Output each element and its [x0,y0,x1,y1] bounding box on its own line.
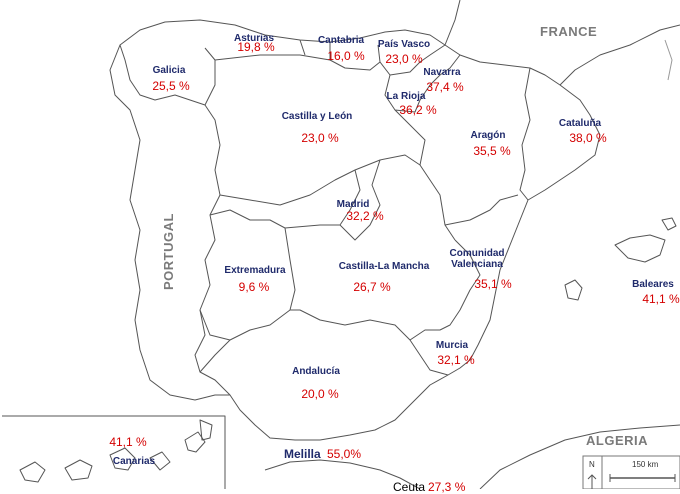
region-name-melilla: Melilla [284,447,321,461]
region-name-madrid: Madrid [336,199,370,210]
region-value-andalucia: 20,0 % [301,387,339,401]
region-name-aragon: Aragón [470,130,506,141]
region-name-murcia: Murcia [435,340,469,351]
region-value-cataluna: 38,0 % [569,131,607,145]
region-name-la-rioja: La Rioja [386,91,426,102]
region-value-extremadura: 9,6 % [238,280,270,294]
region-name-navarra: Navarra [423,67,461,78]
region-name-canarias: Canarias [112,456,156,467]
label-france: FRANCE [540,24,598,39]
region-value-cantabria: 16,0 % [327,49,365,63]
region-value-pais-vasco: 23,0 % [385,52,423,66]
region-name-galicia: Galicia [152,65,186,76]
region-name-baleares: Baleares [632,279,674,290]
region-value-castilla-la-mancha: 26,7 % [353,280,391,294]
region-value-navarra: 37,4 % [426,80,464,94]
region-value-melilla: 55,0% [327,447,362,461]
region-value-madrid: 32,2 % [346,209,384,223]
region-value-castilla-leon: 23,0 % [301,131,339,145]
region-name-valenciana-line2: Valenciana [451,259,503,270]
north-label: N [589,460,595,469]
region-value-aragon: 35,5 % [473,144,511,158]
region-value-galicia: 25,5 % [152,79,190,93]
region-name-castilla-la-mancha: Castilla-La Mancha [338,261,430,272]
region-name-asturias: Asturias [233,33,275,44]
region-name-cantabria: Cantabria [317,35,365,46]
label-algeria: ALGERIA [586,433,648,448]
region-value-ceuta: 27,3 % [428,480,466,494]
region-value-baleares: 41,1 % [642,292,680,306]
region-name-castilla-leon: Castilla y León [281,111,353,122]
region-name-andalucia: Andalucía [292,366,340,377]
region-name-cataluna: Cataluña [558,118,602,129]
region-name-ceuta: Ceuta [393,480,426,494]
region-value-asturias: 19,8 % [237,40,275,54]
region-name-valenciana-line1: Comunidad [449,248,505,259]
label-portugal: PORTUGAL [161,213,176,290]
region-name-pais-vasco: País Vasco [377,39,431,50]
scale-distance-label: 150 km [632,460,659,469]
region-value-valenciana: 35,1 % [474,277,512,291]
region-value-canarias: 41,1 % [109,435,147,449]
scale-box [582,455,680,489]
region-value-murcia: 32,1 % [437,353,475,367]
region-value-la-rioja: 36,2 % [399,103,437,117]
region-name-extremadura: Extremadura [224,265,286,276]
